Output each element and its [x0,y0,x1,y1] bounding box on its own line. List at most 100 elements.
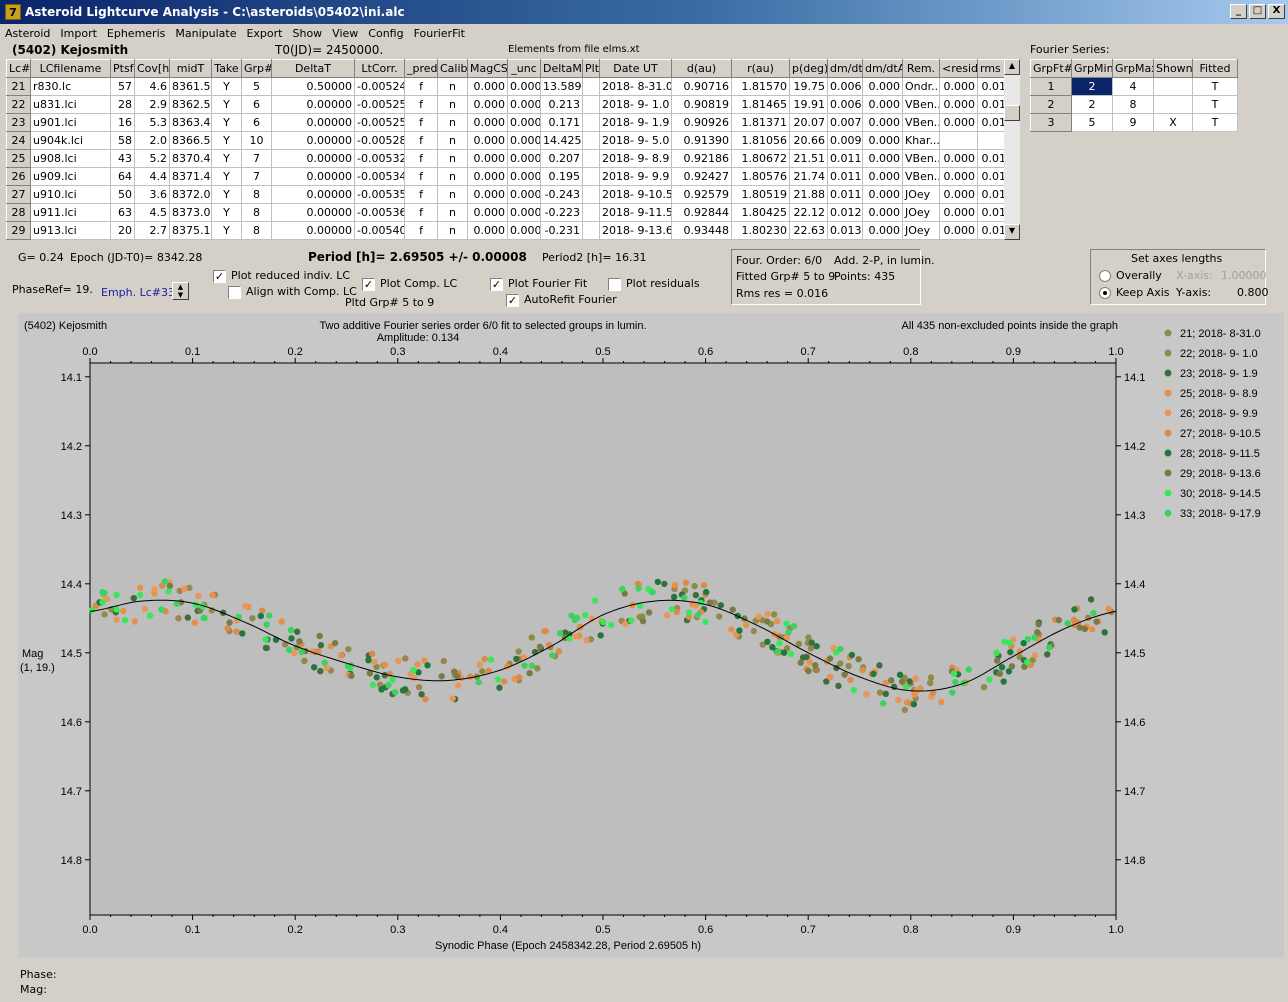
column-header[interactable]: DeltaT [271,59,355,78]
table-cell[interactable] [582,95,600,114]
table-cell[interactable]: 5 [241,77,272,96]
fourier-cell[interactable]: 5 [1071,113,1113,132]
scroll-down-icon[interactable]: ▼ [1004,224,1020,240]
table-cell[interactable]: 24 [6,131,31,150]
table-cell[interactable]: 13.589 [540,77,583,96]
table-cell[interactable]: 8366.5 [169,131,212,150]
table-cell[interactable]: n [437,113,468,132]
table-cell[interactable]: 5.3 [134,113,170,132]
table-cell[interactable]: n [437,149,468,168]
table-cell[interactable]: -0.243 [540,185,583,204]
table-cell[interactable]: u913.lci [30,221,111,240]
table-row[interactable]: 26 u909.lci 64 4.4 8371.4 Y 7 0.00000 -0.00534 f n… [6,167,1016,186]
table-cell[interactable]: f [404,131,438,150]
table-cell[interactable]: 6 [241,113,272,132]
table-cell[interactable]: 20 [110,221,135,240]
table-cell[interactable]: 16 [110,113,135,132]
table-cell[interactable]: 14.425 [540,131,583,150]
table-cell[interactable]: 0.000 [467,95,508,114]
table-cell[interactable]: 58 [110,131,135,150]
fourier-column-header[interactable]: GrpMin [1071,59,1113,78]
table-cell[interactable]: n [437,131,468,150]
fourier-cell[interactable] [1153,95,1193,114]
table-cell[interactable]: 0.000 [507,95,541,114]
table-cell[interactable]: VBen... [902,95,940,114]
table-cell[interactable]: 1.81371 [731,113,790,132]
table-cell[interactable]: 0.000 [862,167,903,186]
column-header[interactable]: Rem. [902,59,940,78]
column-header[interactable]: Plt [582,59,600,78]
table-cell[interactable]: 0.000 [939,203,978,222]
table-cell[interactable]: 8 [241,185,272,204]
table-cell[interactable]: 19.75 [789,77,828,96]
table-cell[interactable]: 8372.0 [169,185,212,204]
table-cell[interactable]: 2018- 9-13.6 [599,221,672,240]
table-cell[interactable]: 0.90716 [671,77,732,96]
table-cell[interactable]: 0.000 [507,167,541,186]
table-cell[interactable]: 0.000 [467,113,508,132]
table-cell[interactable]: 28 [110,95,135,114]
fourier-column-header[interactable]: Fitted [1192,59,1238,78]
menu-ephemeris[interactable]: Ephemeris [106,26,166,40]
close-button[interactable]: X [1268,4,1285,19]
table-cell[interactable]: -0.00535 [354,185,405,204]
table-cell[interactable]: 26 [6,167,31,186]
table-cell[interactable]: f [404,149,438,168]
table-cell[interactable]: 2.9 [134,95,170,114]
table-cell[interactable]: 0.00000 [271,149,355,168]
table-cell[interactable]: 0.000 [862,203,903,222]
table-cell[interactable]: Y [211,95,242,114]
table-cell[interactable]: 21 [6,77,31,96]
table-cell[interactable]: 8361.5 [169,77,212,96]
table-cell[interactable]: JOey [902,203,940,222]
table-cell[interactable]: 20.07 [789,113,828,132]
table-cell[interactable] [582,149,600,168]
table-cell[interactable]: 4.5 [134,203,170,222]
table-cell[interactable]: 0.195 [540,167,583,186]
table-cell[interactable]: 25 [6,149,31,168]
column-header[interactable]: dm/dt [827,59,863,78]
column-header[interactable]: Take [211,59,242,78]
column-header[interactable]: <resid> [939,59,978,78]
emph-spinner[interactable]: ▲ ▼ [172,282,189,300]
table-cell[interactable]: 0.000 [862,113,903,132]
table-cell[interactable]: f [404,77,438,96]
lightcurve-plot[interactable]: (5402) Kejosmith Two additive Fourier ser… [18,313,1284,958]
overally-radio[interactable]: Overally [1099,269,1162,282]
table-cell[interactable]: 28 [6,203,31,222]
table-cell[interactable]: 20.66 [789,131,828,150]
table-cell[interactable]: 0.92186 [671,149,732,168]
table-cell[interactable]: Y [211,185,242,204]
column-header[interactable]: d(au) [671,59,732,78]
fourier-cell[interactable]: 2 [1071,77,1113,96]
table-cell[interactable]: n [437,203,468,222]
fourier-cell[interactable]: T [1192,113,1238,132]
table-cell[interactable]: 2018- 9- 8.9 [599,149,672,168]
menu-export[interactable]: Export [246,26,283,40]
table-cell[interactable]: r830.lc [30,77,111,96]
table-cell[interactable]: 0.000 [939,95,978,114]
x-axis-value[interactable]: 1.00000 [1221,269,1267,282]
table-cell[interactable]: 2018- 8-31.0 [599,77,672,96]
table-cell[interactable]: f [404,185,438,204]
table-cell[interactable]: Y [211,77,242,96]
table-cell[interactable]: 4.4 [134,167,170,186]
table-cell[interactable]: 0.007 [827,113,863,132]
table-cell[interactable]: 0.000 [862,221,903,240]
table-cell[interactable]: 0.90926 [671,113,732,132]
table-cell[interactable]: -0.00536 [354,203,405,222]
table-cell[interactable]: 4.6 [134,77,170,96]
table-cell[interactable]: 0.000 [862,149,903,168]
table-cell[interactable]: 1.80576 [731,167,790,186]
table-cell[interactable]: u909.lci [30,167,111,186]
table-cell[interactable]: 10 [241,131,272,150]
table-cell[interactable]: 0.000 [507,149,541,168]
table-cell[interactable]: 8363.4 [169,113,212,132]
table-cell[interactable]: 0.50000 [271,77,355,96]
table-cell[interactable]: 8362.5 [169,95,212,114]
plot-fourier-checkbox[interactable]: ✓ Plot Fourier Fit [490,277,587,291]
table-cell[interactable]: 1.81570 [731,77,790,96]
table-cell[interactable]: 0.91390 [671,131,732,150]
table-cell[interactable]: VBen... [902,149,940,168]
